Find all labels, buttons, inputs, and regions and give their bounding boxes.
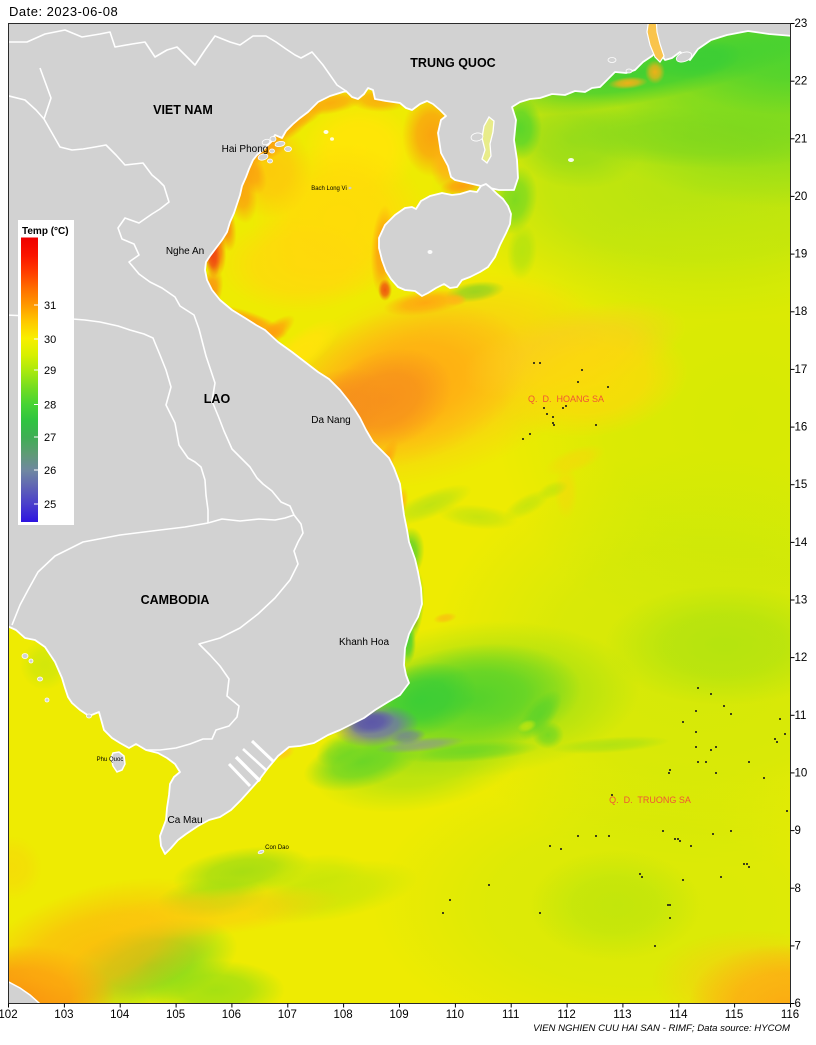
svg-text:20: 20: [795, 191, 808, 203]
svg-text:TRUNG QUOC: TRUNG QUOC: [410, 56, 495, 70]
svg-text:Da Nang: Da Nang: [311, 415, 350, 426]
svg-text:12: 12: [795, 652, 808, 664]
svg-text:28: 28: [44, 400, 56, 412]
svg-text:Khanh Hoa: Khanh Hoa: [339, 637, 389, 648]
svg-text:6: 6: [795, 998, 801, 1010]
svg-text:18: 18: [795, 306, 808, 318]
svg-text:Q. D. HOANG SA: Q. D. HOANG SA: [528, 394, 604, 404]
svg-text:21: 21: [795, 133, 808, 145]
svg-text:VIEN NGHIEN CUU HAI SAN - RIMF: VIEN NGHIEN CUU HAI SAN - RIMF; Data sou…: [533, 1023, 790, 1034]
svg-text:114: 114: [669, 1009, 688, 1021]
svg-text:Nghe An: Nghe An: [166, 246, 204, 257]
svg-text:13: 13: [795, 595, 808, 607]
svg-text:Q. D. TRUONG SA: Q. D. TRUONG SA: [609, 795, 691, 805]
svg-text:LAO: LAO: [204, 392, 231, 406]
svg-text:102: 102: [0, 1009, 18, 1021]
svg-text:VIET NAM: VIET NAM: [153, 103, 213, 117]
svg-text:26: 26: [44, 465, 56, 477]
svg-text:115: 115: [725, 1009, 743, 1021]
svg-text:16: 16: [795, 422, 808, 434]
svg-text:10: 10: [795, 767, 808, 779]
svg-text:110: 110: [446, 1009, 464, 1021]
svg-text:9: 9: [795, 825, 801, 837]
svg-text:108: 108: [334, 1009, 353, 1021]
svg-text:104: 104: [110, 1009, 130, 1021]
svg-text:25: 25: [44, 499, 56, 511]
svg-text:30: 30: [44, 334, 56, 346]
svg-text:7: 7: [795, 940, 801, 952]
svg-text:23: 23: [795, 18, 808, 30]
svg-text:Ca Mau: Ca Mau: [167, 815, 202, 826]
svg-text:113: 113: [613, 1009, 631, 1021]
svg-text:17: 17: [795, 364, 808, 376]
svg-text:Phu Quoc: Phu Quoc: [97, 757, 124, 763]
svg-text:11: 11: [795, 710, 807, 722]
svg-text:Temp (°C): Temp (°C): [22, 226, 69, 237]
svg-text:8: 8: [795, 883, 801, 895]
svg-text:112: 112: [557, 1009, 575, 1021]
svg-text:Bach Long Vi: Bach Long Vi: [311, 186, 347, 192]
svg-text:109: 109: [389, 1009, 408, 1021]
svg-text:15: 15: [795, 479, 808, 491]
svg-text:29: 29: [44, 365, 56, 377]
svg-text:Con Dao: Con Dao: [265, 845, 289, 851]
svg-text:CAMBODIA: CAMBODIA: [141, 593, 210, 607]
svg-text:106: 106: [222, 1009, 241, 1021]
svg-text:27: 27: [44, 432, 56, 444]
svg-text:31: 31: [44, 300, 56, 312]
svg-text:107: 107: [278, 1009, 297, 1021]
svg-text:14: 14: [795, 537, 808, 549]
svg-text:Date: 2023-06-08: Date: 2023-06-08: [9, 4, 118, 19]
svg-text:111: 111: [502, 1009, 519, 1021]
svg-text:19: 19: [795, 249, 808, 261]
svg-text:105: 105: [166, 1009, 185, 1021]
svg-text:116: 116: [781, 1009, 799, 1021]
svg-text:Hai Phong: Hai Phong: [222, 144, 269, 155]
svg-text:22: 22: [795, 76, 808, 88]
svg-text:103: 103: [54, 1009, 73, 1021]
